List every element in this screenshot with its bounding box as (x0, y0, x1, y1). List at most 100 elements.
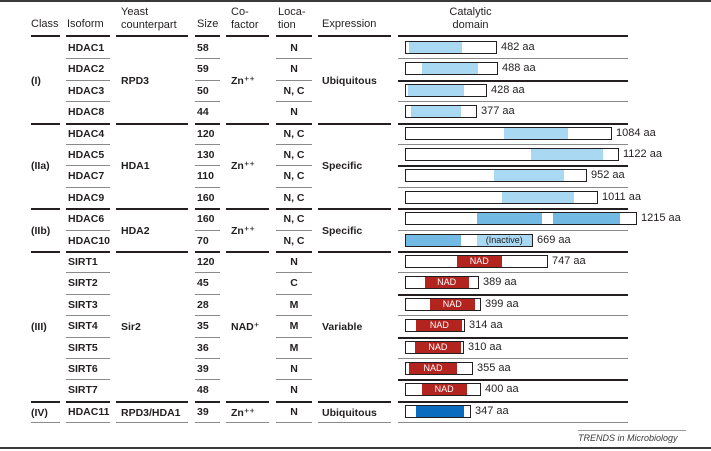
row-divider (66, 186, 110, 188)
row-divider (195, 229, 220, 231)
isoform-name: SIRT2 (68, 277, 98, 290)
domain-segment (553, 213, 620, 225)
group-divider (66, 400, 110, 403)
catalytic-domain-bar: NAD (405, 297, 481, 311)
group-divider (31, 122, 60, 125)
size-kda: 59 (197, 63, 209, 76)
row-divider (195, 79, 220, 81)
row-divider (195, 315, 220, 317)
row-divider (276, 165, 312, 167)
isoform-name: HDAC9 (68, 191, 105, 204)
group-divider (276, 400, 312, 403)
location: N, C (283, 127, 305, 140)
group-divider (276, 122, 312, 125)
size-kda: 28 (197, 298, 209, 311)
catalytic-domain-bar (405, 62, 498, 76)
row-divider (66, 336, 110, 338)
domain-segment (476, 234, 532, 246)
row-divider (195, 358, 220, 359)
header-underline-loc (276, 35, 312, 37)
domain-segment (407, 84, 465, 96)
domain-segment (501, 191, 575, 203)
group-cofactor: NAD⁺ (231, 320, 260, 333)
isoform-name: HDAC3 (68, 84, 105, 97)
header-isoform: Isoform (67, 18, 104, 30)
row-divider (276, 379, 312, 381)
size-kda: 39 (197, 405, 209, 418)
group-divider (318, 122, 391, 125)
location: M (289, 341, 299, 354)
row-divider (398, 144, 628, 145)
row-divider (398, 101, 628, 103)
catalytic-domain-bar: NAD (405, 362, 473, 375)
isoform-name: HDAC8 (68, 106, 105, 119)
row-divider (398, 79, 628, 82)
group-expression: Variable (322, 320, 363, 333)
group-yeast: HDA1 (121, 160, 150, 173)
domain-label: NAD (429, 320, 449, 331)
protein-length: 952 aa (591, 169, 625, 182)
location: N, C (283, 213, 305, 226)
group-class: (IV) (31, 406, 48, 419)
protein-length: 399 aa (485, 297, 519, 310)
group-divider (318, 400, 391, 403)
group-expression: Ubiquitous (322, 74, 377, 87)
header-location-line1: Loca- (278, 6, 306, 18)
domain-label: NAD (434, 384, 454, 395)
group-class: (I) (31, 74, 41, 87)
protein-length: 1011 aa (602, 190, 641, 203)
group-divider (116, 208, 188, 211)
catalytic-domain-bar (405, 126, 612, 140)
size-kda: 110 (197, 170, 214, 183)
group-divider (276, 208, 312, 211)
group-divider (398, 208, 628, 211)
header-expression: Expression (322, 18, 377, 30)
size-kda: 36 (197, 341, 209, 354)
group-divider (195, 208, 220, 211)
domain-segment (409, 363, 457, 374)
group-divider (66, 208, 110, 211)
group-expression: Ubiquitous (322, 406, 377, 419)
row-divider (398, 58, 628, 60)
size-kda: 120 (197, 127, 215, 140)
size-kda: 160 (197, 213, 215, 226)
row-divider (195, 58, 220, 60)
location: N (290, 106, 298, 119)
row-divider (195, 272, 220, 274)
size-kda: 70 (197, 234, 209, 247)
row-divider (66, 315, 110, 317)
catalytic-domain-bar: NAD (405, 276, 479, 290)
protein-length: 669 aa (537, 233, 571, 246)
catalytic-domain-bar: NAD (405, 255, 548, 268)
group-class: (IIa) (31, 160, 50, 173)
isoform-name: HDAC4 (68, 127, 105, 140)
isoform-name: SIRT7 (68, 384, 98, 397)
isoform-name: SIRT4 (68, 320, 98, 333)
row-divider (66, 379, 110, 381)
protein-length: 428 aa (491, 83, 525, 96)
row-divider (276, 101, 312, 103)
top-border (0, 0, 711, 2)
protein-length: 377 aa (481, 105, 515, 118)
row-divider (66, 272, 110, 274)
location: N (290, 384, 298, 397)
row-divider (276, 315, 312, 317)
header-size: Size (197, 18, 219, 30)
table-end-rule (31, 422, 60, 424)
protein-length: 488 aa (502, 62, 536, 75)
row-divider (195, 336, 220, 338)
row-divider (276, 272, 312, 274)
row-divider (66, 165, 110, 167)
location: N, C (283, 191, 305, 204)
row-divider (398, 379, 628, 382)
domain-segment (406, 234, 462, 246)
row-divider (195, 101, 220, 103)
location: N, C (283, 234, 305, 247)
location: M (289, 320, 299, 333)
group-yeast: RPD3 (121, 74, 150, 87)
row-divider (195, 379, 220, 381)
group-cofactor: Zn⁺⁺ (231, 224, 255, 237)
catalytic-domain-bar (405, 83, 487, 97)
header-underline-cat (398, 35, 628, 37)
row-divider (276, 144, 312, 145)
